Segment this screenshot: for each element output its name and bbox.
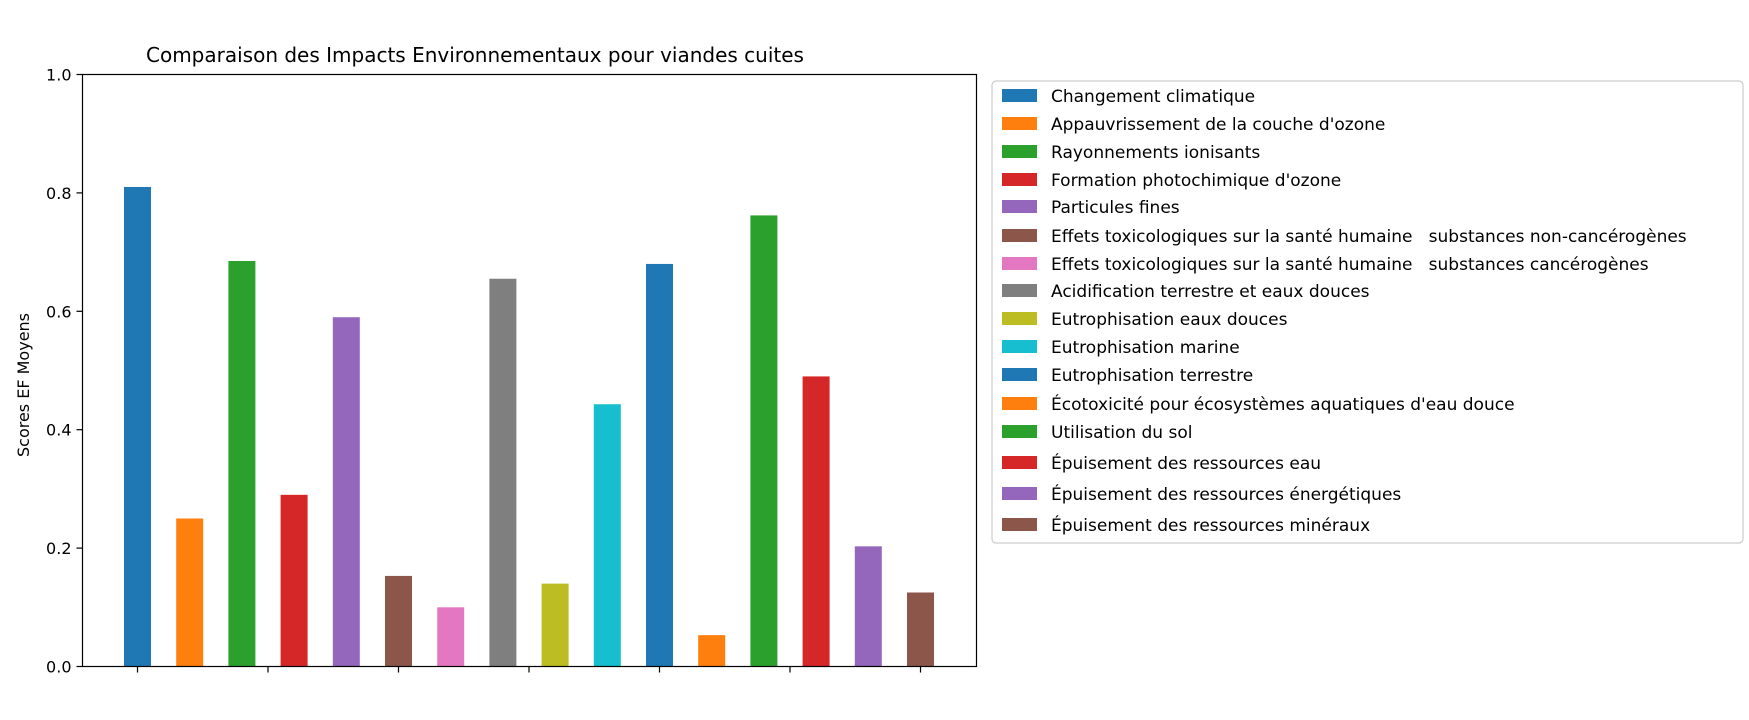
legend-swatch bbox=[1002, 284, 1037, 297]
y-axis-label: Scores EF Moyens bbox=[14, 313, 33, 457]
legend-swatch bbox=[1002, 518, 1037, 531]
legend-label: Eutrophisation eaux douces bbox=[1051, 310, 1288, 330]
legend-swatch bbox=[1002, 456, 1037, 469]
legend-label: Rayonnements ionisants bbox=[1051, 143, 1260, 163]
y-tick-label: 0.2 bbox=[46, 539, 71, 558]
bar bbox=[593, 404, 621, 667]
legend-label: Épuisement des ressources énergétiques bbox=[1051, 483, 1401, 505]
legend-swatch bbox=[1002, 229, 1037, 242]
legend-swatch bbox=[1002, 89, 1037, 102]
y-tick-label: 1.0 bbox=[46, 66, 71, 85]
legend-swatch bbox=[1002, 312, 1037, 325]
bar bbox=[802, 376, 830, 667]
bar bbox=[698, 635, 726, 667]
legend-label: Épuisement des ressources minéraux bbox=[1051, 514, 1370, 536]
legend-label: Appauvrissement de la couche d'ozone bbox=[1051, 115, 1385, 135]
bar bbox=[437, 607, 465, 667]
bar bbox=[854, 546, 882, 667]
legend-swatch bbox=[1002, 425, 1037, 438]
bar bbox=[489, 278, 517, 667]
legend-swatch bbox=[1002, 397, 1037, 410]
bar bbox=[541, 583, 569, 667]
bar bbox=[280, 494, 308, 667]
legend-swatch bbox=[1002, 340, 1037, 353]
legend-label: Acidification terrestre et eaux douces bbox=[1051, 282, 1370, 302]
legend-label: Formation photochimique d'ozone bbox=[1051, 171, 1341, 191]
y-tick-label: 0.4 bbox=[46, 421, 71, 440]
x-axis-ticks bbox=[136, 666, 922, 673]
y-axis-ticks: 0.0 0.2 0.4 0.6 0.8 1.0 bbox=[46, 66, 83, 677]
bar bbox=[750, 215, 778, 667]
legend-swatch bbox=[1002, 257, 1037, 270]
legend-label: Particules fines bbox=[1051, 198, 1180, 218]
y-tick-label: 0.0 bbox=[46, 658, 71, 677]
bar bbox=[646, 263, 673, 667]
bars-group bbox=[124, 186, 934, 667]
legend-label: Eutrophisation marine bbox=[1051, 338, 1240, 358]
legend-label: Épuisement des ressources eau bbox=[1051, 452, 1321, 474]
legend-label: Eutrophisation terrestre bbox=[1051, 366, 1253, 386]
y-tick-label: 0.6 bbox=[46, 302, 71, 321]
bar bbox=[907, 592, 934, 667]
legend-swatch bbox=[1002, 145, 1037, 158]
legend-swatch bbox=[1002, 173, 1037, 186]
y-tick-label: 0.8 bbox=[46, 184, 71, 203]
legend: Changement climatique Appauvrissement de … bbox=[991, 80, 1744, 544]
bar bbox=[176, 518, 204, 667]
plot-frame bbox=[81, 73, 978, 668]
legend-label: Écotoxicité pour écosystèmes aquatiques … bbox=[1051, 393, 1515, 415]
legend-label: Effets toxicologiques sur la santé humai… bbox=[1051, 255, 1649, 275]
legend-frame bbox=[991, 80, 1744, 544]
legend-label: Utilisation du sol bbox=[1051, 423, 1192, 443]
legend-swatch bbox=[1002, 117, 1037, 130]
chart-title: Comparaison des Impacts Environnementaux… bbox=[146, 43, 804, 67]
legend-swatch bbox=[1002, 200, 1037, 213]
bar bbox=[385, 575, 412, 667]
bar bbox=[228, 260, 256, 667]
legend-swatch bbox=[1002, 368, 1037, 381]
bar bbox=[124, 186, 151, 667]
bar bbox=[332, 317, 360, 667]
legend-label: Effets toxicologiques sur la santé humai… bbox=[1051, 227, 1687, 247]
legend-swatch bbox=[1002, 487, 1037, 500]
legend-label: Changement climatique bbox=[1051, 87, 1255, 107]
